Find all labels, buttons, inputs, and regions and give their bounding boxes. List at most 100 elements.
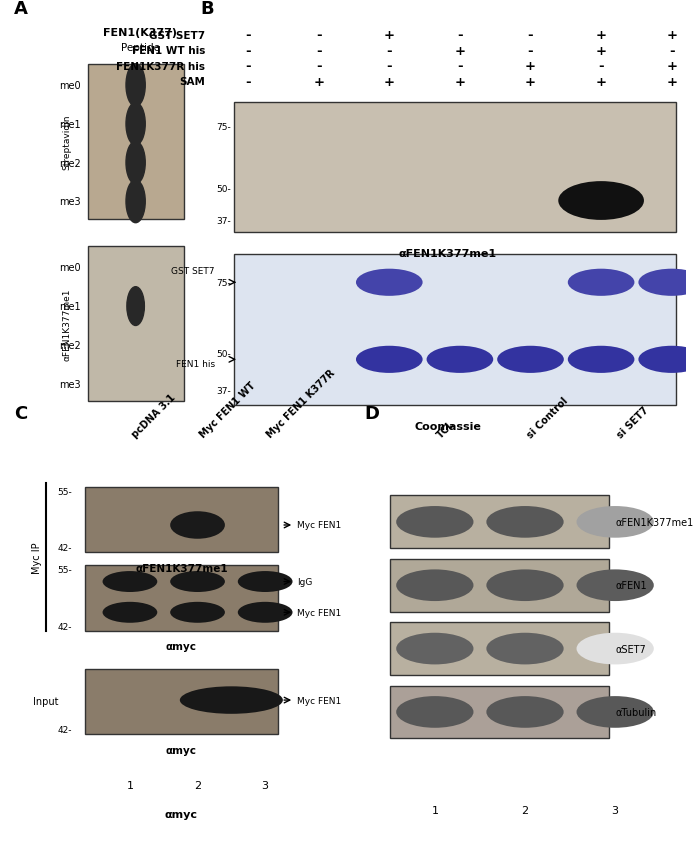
Bar <box>88 65 183 220</box>
Ellipse shape <box>103 572 158 592</box>
Text: 42-: 42- <box>57 544 72 553</box>
Text: FEN1 his: FEN1 his <box>176 359 215 369</box>
Text: -: - <box>386 45 392 58</box>
Text: pcDNA 3.1: pcDNA 3.1 <box>130 393 177 440</box>
Text: +: + <box>384 76 395 89</box>
Text: GST SET7: GST SET7 <box>149 30 205 40</box>
Text: FEN1 WT his: FEN1 WT his <box>132 46 205 56</box>
Text: GST SET7: GST SET7 <box>172 267 215 276</box>
Text: +: + <box>313 76 324 89</box>
Ellipse shape <box>180 686 283 714</box>
Text: -: - <box>386 60 392 73</box>
Text: 75-: 75- <box>217 123 232 133</box>
Ellipse shape <box>577 633 654 665</box>
Text: -: - <box>528 45 533 58</box>
Text: TCL: TCL <box>435 418 456 440</box>
Text: me3: me3 <box>59 197 80 208</box>
Text: -: - <box>316 29 321 42</box>
Text: αmyc: αmyc <box>165 809 198 820</box>
Text: FEN1K377R his: FEN1K377R his <box>116 61 205 71</box>
Ellipse shape <box>568 346 634 374</box>
Text: αmyc: αmyc <box>166 641 197 652</box>
Ellipse shape <box>170 511 225 539</box>
Text: αSET7: αSET7 <box>615 644 646 653</box>
Ellipse shape <box>103 602 158 623</box>
Text: me3: me3 <box>59 379 80 389</box>
Text: -: - <box>457 29 463 42</box>
Bar <box>88 246 183 401</box>
Text: +: + <box>666 29 677 42</box>
Text: SAM: SAM <box>179 77 205 87</box>
Bar <box>85 487 278 553</box>
Bar <box>390 496 609 548</box>
Text: Coomassie: Coomassie <box>414 421 482 431</box>
Ellipse shape <box>577 570 654 601</box>
Text: αFEN1K377me1: αFEN1K377me1 <box>615 517 694 527</box>
Ellipse shape <box>396 697 473 728</box>
Text: +: + <box>454 76 466 89</box>
Text: -: - <box>245 60 251 73</box>
Text: Streptavidin: Streptavidin <box>62 115 71 170</box>
Text: Peptide: Peptide <box>120 43 160 53</box>
Text: 2: 2 <box>194 780 201 790</box>
Text: me0: me0 <box>59 81 80 91</box>
Ellipse shape <box>238 572 293 592</box>
Bar <box>85 669 278 734</box>
Text: Myc IP: Myc IP <box>32 542 41 573</box>
Text: me1: me1 <box>59 120 80 130</box>
Text: Myc FEN1 WT: Myc FEN1 WT <box>197 381 257 440</box>
Circle shape <box>126 142 146 185</box>
Bar <box>85 566 278 631</box>
Text: me1: me1 <box>59 301 80 312</box>
Text: αFEN1K377me1: αFEN1K377me1 <box>399 249 497 258</box>
Ellipse shape <box>238 602 293 623</box>
Circle shape <box>126 65 146 108</box>
Text: 50-: 50- <box>217 350 232 359</box>
Text: -: - <box>245 45 251 58</box>
Text: 37-: 37- <box>217 216 232 226</box>
Text: +: + <box>596 29 607 42</box>
Text: IgG: IgG <box>298 578 313 586</box>
Text: +: + <box>525 76 536 89</box>
Text: A: A <box>14 0 28 18</box>
Text: αFEN1K377me1: αFEN1K377me1 <box>135 563 228 573</box>
Ellipse shape <box>568 269 634 296</box>
Text: -: - <box>245 76 251 89</box>
Text: +: + <box>384 29 395 42</box>
Text: Myc FEN1: Myc FEN1 <box>298 608 342 617</box>
Text: me2: me2 <box>59 340 80 350</box>
Text: -: - <box>245 29 251 42</box>
Text: +: + <box>596 76 607 89</box>
Text: +: + <box>666 60 677 73</box>
Text: FEN1(K377): FEN1(K377) <box>103 28 177 38</box>
Text: +: + <box>454 45 466 58</box>
Text: -: - <box>598 60 604 73</box>
Text: si SET7: si SET7 <box>615 405 650 440</box>
Circle shape <box>127 288 144 326</box>
Text: -: - <box>316 60 321 73</box>
Ellipse shape <box>396 570 473 601</box>
Ellipse shape <box>426 346 494 374</box>
Ellipse shape <box>356 346 423 374</box>
Text: -: - <box>457 60 463 73</box>
Ellipse shape <box>559 182 644 220</box>
Ellipse shape <box>638 269 700 296</box>
Bar <box>234 103 676 233</box>
Text: 1: 1 <box>431 805 438 815</box>
Text: 75-: 75- <box>217 278 232 288</box>
Text: Input: Input <box>34 697 59 707</box>
Ellipse shape <box>486 633 564 665</box>
Ellipse shape <box>356 269 423 296</box>
Text: αFEN1: αFEN1 <box>615 580 647 591</box>
Text: +: + <box>596 45 607 58</box>
Text: D: D <box>364 404 379 422</box>
Text: -: - <box>528 29 533 42</box>
Text: 42-: 42- <box>57 725 72 734</box>
Ellipse shape <box>577 697 654 728</box>
Text: +: + <box>525 60 536 73</box>
Text: 1: 1 <box>127 780 134 790</box>
Text: -: - <box>669 45 675 58</box>
Text: 50-: 50- <box>217 184 232 194</box>
Bar <box>390 623 609 675</box>
Circle shape <box>126 181 146 224</box>
